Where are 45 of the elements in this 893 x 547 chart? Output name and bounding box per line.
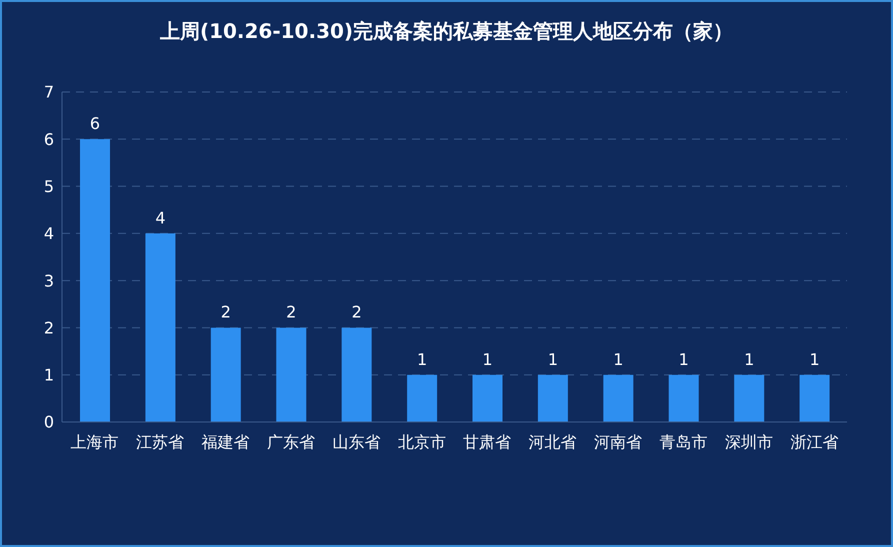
data-label: 1 <box>548 350 558 369</box>
bar <box>668 374 699 422</box>
y-tick-label: 4 <box>44 224 54 244</box>
bar <box>734 374 764 422</box>
data-label: 2 <box>286 302 296 322</box>
data-label: 1 <box>809 350 820 369</box>
y-tick-label: 6 <box>44 130 54 149</box>
data-label: 2 <box>220 302 231 322</box>
data-label: 2 <box>352 302 362 322</box>
bar <box>80 139 110 422</box>
y-tick-label: 2 <box>44 318 54 338</box>
x-tick-label: 福建省 <box>202 432 250 452</box>
data-label: 1 <box>416 350 428 369</box>
bar <box>210 328 241 422</box>
x-tick-label: 河南省 <box>594 432 642 452</box>
y-tick-label: 7 <box>44 82 54 102</box>
x-tick-label: 北京市 <box>398 432 446 452</box>
bar <box>603 374 634 422</box>
bar <box>538 374 568 422</box>
y-tick-label: 3 <box>44 271 54 290</box>
y-tick-label: 1 <box>44 366 54 385</box>
x-tick-label: 山东省 <box>332 432 380 452</box>
data-label: 4 <box>155 208 166 228</box>
data-label: 1 <box>482 350 493 369</box>
y-tick-label: 0 <box>44 412 54 432</box>
chart-title: 上周(10.26-10.30)完成备案的私募基金管理人地区分布（家） <box>158 18 734 45</box>
bar <box>800 374 830 422</box>
x-tick-label: 浙江省 <box>790 432 838 452</box>
data-label: 6 <box>90 114 100 134</box>
bar <box>472 374 502 422</box>
bar <box>342 328 372 422</box>
x-tick-label: 深圳市 <box>724 432 773 452</box>
y-tick-label: 5 <box>44 176 54 196</box>
bar <box>276 328 306 422</box>
data-label: 1 <box>613 350 624 369</box>
data-label: 1 <box>744 350 754 369</box>
x-tick-label: 甘肃省 <box>463 432 512 452</box>
data-label: 1 <box>678 350 689 369</box>
x-tick-label: 河北省 <box>528 432 577 452</box>
x-tick-label: 江苏省 <box>136 432 184 452</box>
bar <box>145 233 176 422</box>
bar <box>407 374 438 422</box>
x-tick-label: 青岛市 <box>659 432 708 452</box>
x-tick-label: 广东省 <box>266 432 315 452</box>
x-tick-label: 上海市 <box>70 432 119 452</box>
